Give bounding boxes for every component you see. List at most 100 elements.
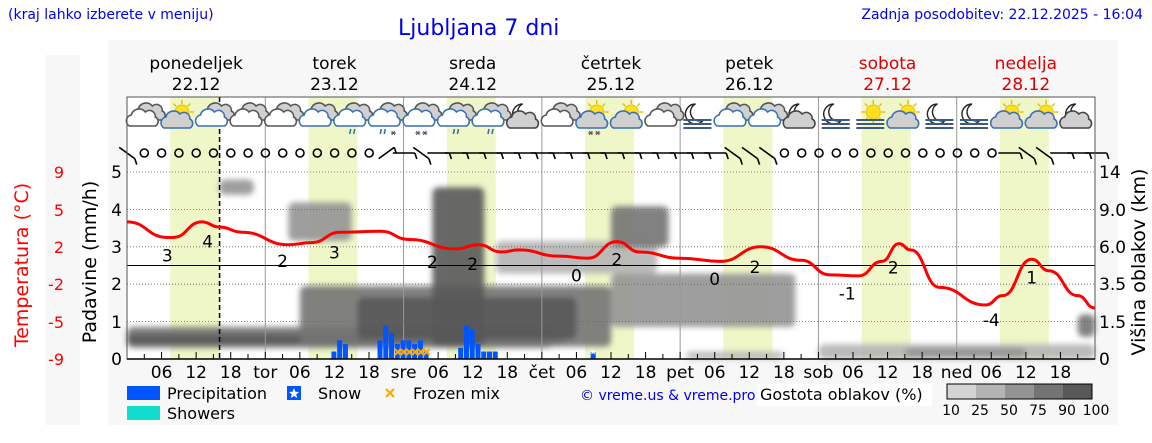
wind-barb-tick bbox=[756, 158, 761, 165]
cloud-shape bbox=[471, 108, 505, 127]
legend-density-swatch bbox=[947, 384, 976, 399]
wind-barb-icon bbox=[1035, 146, 1055, 165]
wind-barb-icon bbox=[724, 146, 744, 165]
cloud-shape bbox=[1059, 110, 1093, 129]
sun-disc bbox=[865, 104, 881, 120]
temperature-label: 0 bbox=[709, 270, 720, 290]
sun-cloud-icon bbox=[1024, 100, 1059, 129]
legend-precipitation-label: Precipitation bbox=[167, 384, 267, 403]
cloud-shape bbox=[505, 110, 540, 129]
precip-bar bbox=[383, 325, 389, 359]
legend-density-level: 10 bbox=[942, 403, 960, 419]
wind-calm-icon bbox=[917, 148, 928, 158]
wind-barb-shaft bbox=[412, 146, 430, 160]
sun-cloud-snow-icon bbox=[575, 100, 609, 136]
wind-barb-tick bbox=[552, 152, 556, 160]
wind-calm-icon bbox=[329, 148, 340, 158]
temp-axis-panel bbox=[45, 55, 80, 425]
precip-bar bbox=[389, 332, 395, 359]
wind-barb-tick bbox=[638, 152, 643, 160]
cloud-shape bbox=[747, 108, 782, 127]
sun-cloud-icon bbox=[609, 100, 644, 129]
cloud-shape bbox=[436, 108, 470, 127]
day-date: 24.12 bbox=[448, 75, 497, 95]
wind-barb-tick bbox=[517, 152, 522, 160]
day-date: 23.12 bbox=[310, 75, 359, 95]
legend-density-level: 25 bbox=[971, 403, 989, 419]
day-name: četrtek bbox=[581, 54, 642, 74]
wind-calm-icon bbox=[364, 148, 375, 158]
cloud-shape bbox=[333, 108, 367, 127]
x-day-label: tor bbox=[253, 363, 277, 383]
wind-calm-icon bbox=[883, 148, 894, 158]
temperature-label: 2 bbox=[888, 259, 899, 279]
cloudy-blue-icon bbox=[747, 102, 789, 127]
cloud-shape bbox=[540, 108, 574, 127]
day-name: ponedeljek bbox=[149, 54, 243, 74]
wind-barb-shaft bbox=[1035, 146, 1053, 160]
wind-barb-tick bbox=[535, 152, 539, 160]
wind-barb-tick bbox=[483, 152, 487, 160]
cloudy-blue-icon bbox=[298, 102, 339, 127]
cloud-density-patch bbox=[1077, 314, 1095, 337]
moon-cloud-icon bbox=[782, 103, 816, 129]
wind-barb-shaft bbox=[1018, 146, 1035, 160]
wind-calm-icon bbox=[779, 148, 790, 158]
wind-barb-tick bbox=[587, 152, 591, 160]
x-hour-label: 18 bbox=[635, 363, 657, 383]
day-name: torek bbox=[312, 54, 356, 74]
sun-ray bbox=[912, 102, 917, 107]
snow-flake bbox=[390, 130, 396, 136]
cloud-density-patch bbox=[904, 347, 1026, 358]
legend-density-level: 75 bbox=[1029, 403, 1047, 419]
wind-calm-icon bbox=[796, 148, 807, 158]
cloud-shape bbox=[125, 108, 159, 127]
cloud-shape bbox=[609, 110, 643, 129]
sun-ray bbox=[898, 102, 903, 107]
sun-ray bbox=[1002, 102, 1007, 107]
wind-barb-tick bbox=[1071, 152, 1075, 160]
moon-fog-icon bbox=[960, 103, 988, 129]
temperature-label: 2 bbox=[277, 252, 288, 272]
x-hour-label: 12 bbox=[1015, 363, 1037, 383]
temp-tick-label: 2 bbox=[54, 238, 64, 257]
temp-tick-label: -2 bbox=[48, 275, 64, 294]
precip-bar bbox=[400, 340, 406, 359]
location-hint[interactable]: (kraj lahko izberete v meniju) bbox=[8, 7, 214, 23]
x-hour-label: 06 bbox=[566, 363, 588, 383]
legend-copyright-link[interactable]: © vreme.us & vreme.pro bbox=[580, 388, 756, 404]
cloudy-icon bbox=[263, 102, 305, 127]
legend-density-level: 50 bbox=[1000, 403, 1018, 419]
frozen-mix-mark bbox=[394, 348, 402, 356]
legend-density-level: 90 bbox=[1058, 403, 1076, 419]
wind-calm-icon bbox=[969, 148, 980, 158]
wind-barb-tick bbox=[656, 152, 660, 160]
x-hour-label: 18 bbox=[1050, 363, 1072, 383]
wind-calm-icon bbox=[277, 148, 288, 158]
wind-barb-shaft bbox=[724, 146, 741, 160]
temperature-label: 2 bbox=[750, 258, 761, 278]
sun-cloud-icon bbox=[160, 100, 194, 129]
wind-barb-icon bbox=[998, 152, 1024, 160]
wind-calm-icon bbox=[174, 148, 184, 158]
temperature-label: 1 bbox=[1026, 268, 1037, 288]
temperature-line bbox=[126, 220, 1096, 310]
wind-calm-icon bbox=[295, 148, 305, 158]
day-name: petek bbox=[725, 54, 773, 74]
precip-bar bbox=[417, 340, 423, 359]
x-hour-label: 12 bbox=[738, 363, 760, 383]
wind-barb-shaft bbox=[741, 146, 759, 160]
sun-ray bbox=[1037, 102, 1042, 107]
snow-flake bbox=[415, 130, 421, 136]
wind-barb-tick bbox=[690, 152, 695, 160]
x-hour-label: 18 bbox=[358, 363, 380, 383]
cloud-height-tick-label: 3.5 bbox=[1099, 275, 1126, 295]
temperature-label: -4 bbox=[983, 311, 1000, 331]
wind-calm-icon bbox=[243, 148, 253, 158]
precip-bar bbox=[331, 351, 337, 359]
moon-shape bbox=[926, 103, 946, 125]
precip-bar bbox=[590, 351, 596, 359]
cloud-shape bbox=[1024, 110, 1058, 129]
cloudy-icon bbox=[644, 102, 685, 127]
cloudy-blue-icon bbox=[713, 102, 754, 127]
